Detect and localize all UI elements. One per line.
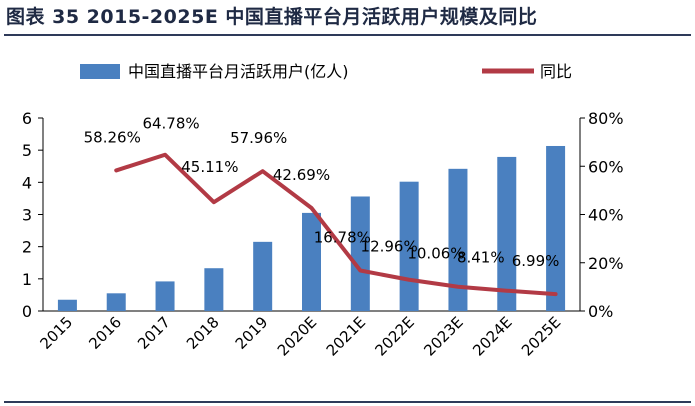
legend-line-label: 同比 [540, 62, 572, 81]
yoy-data-label: 42.69% [273, 166, 330, 184]
x-tick-label: 2017 [134, 313, 174, 353]
title-rule [4, 34, 691, 36]
yoy-data-label: 10.06% [407, 245, 464, 263]
x-tick-label: 2023E [420, 313, 466, 359]
bar [448, 168, 468, 311]
yoy-data-label: 58.26% [84, 128, 141, 146]
y-left-tick-label: 2 [22, 238, 32, 257]
x-tick-label: 2019 [232, 313, 272, 353]
x-tick-label: 2024E [469, 313, 515, 359]
bar [350, 196, 370, 311]
bar [546, 145, 566, 311]
y-right-tick-label: 60% [588, 157, 624, 176]
bottom-rule [4, 401, 691, 403]
y-left-tick-label: 6 [22, 109, 32, 128]
figure-title: 图表 35 2015-2025E 中国直播平台月活跃用户规模及同比 [6, 6, 538, 28]
legend: 中国直播平台月活跃用户(亿人) 同比 [80, 62, 572, 81]
y-right-tick-label: 20% [588, 254, 624, 273]
bar [204, 268, 224, 311]
y-right-tick-label: 80% [588, 109, 624, 128]
yoy-line [114, 152, 558, 297]
y-left-tick-label: 0 [22, 302, 32, 321]
x-tick-label: 2015 [37, 313, 77, 353]
bar [497, 156, 517, 311]
yoy-data-label: 6.99% [512, 252, 560, 270]
y-left-tick-label: 4 [22, 173, 32, 192]
bar [302, 212, 321, 311]
y-right-tick-label: 0% [588, 302, 613, 321]
bar [106, 293, 126, 311]
y-left-tick-label: 1 [22, 270, 32, 289]
x-tick-label: 2022E [372, 313, 418, 359]
bar [253, 241, 273, 311]
y-right-tick-label: 40% [588, 206, 624, 225]
x-tick-label: 2021E [323, 313, 369, 359]
legend-bar-label: 中国直播平台月活跃用户(亿人) [128, 62, 349, 81]
bar [57, 299, 77, 311]
yoy-data-label: 16.78% [314, 229, 371, 247]
x-tick-label: 2016 [85, 313, 125, 353]
y-left-tick-label: 3 [22, 206, 32, 225]
yoy-data-label: 57.96% [230, 129, 287, 147]
yoy-data-label: 45.11% [181, 158, 238, 176]
x-tick-label: 2018 [183, 313, 223, 353]
yoy-data-label: 8.41% [457, 249, 505, 267]
x-tick-label: 2020E [274, 313, 320, 359]
legend-bar-swatch [80, 64, 120, 79]
yoy-data-label: 12.96% [361, 238, 418, 256]
yoy-data-label: 64.78% [142, 115, 199, 133]
y-left-tick-label: 5 [22, 141, 32, 160]
x-tick-label: 2025E [518, 313, 564, 359]
bar [155, 281, 175, 311]
